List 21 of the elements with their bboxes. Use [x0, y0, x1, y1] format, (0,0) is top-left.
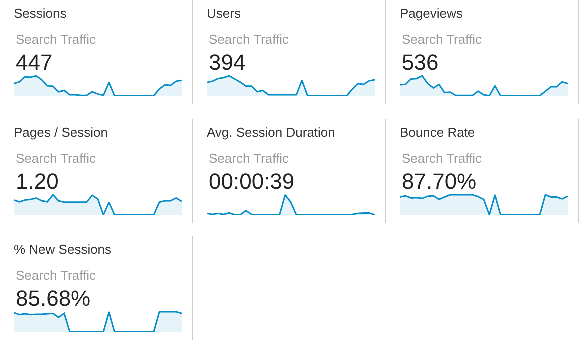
chart-subtitle: Search Traffic [402, 151, 482, 166]
text: 00:00:39 [209, 169, 295, 194]
chart-title: % New Sessions [14, 242, 112, 258]
chart-subtitle: Search Traffic [16, 151, 96, 166]
chart-title: Pages / Session [14, 125, 108, 140]
chart-title: Pageviews [400, 6, 464, 22]
text: 536 [402, 50, 439, 75]
text: 1.20 [16, 169, 59, 194]
text: 85.68% [16, 286, 91, 311]
chart-title: Users [207, 6, 242, 22]
chart-subtitle: Search Traffic [402, 32, 482, 47]
chart-subtitle: Search Traffic [16, 32, 96, 47]
chart-subtitle: Search Traffic [16, 268, 96, 283]
chart-subtitle: Search Traffic [209, 32, 290, 47]
chart-title: Bounce Rate [400, 125, 476, 140]
text: 447 [16, 50, 53, 75]
chart-title: Avg. Session Duration [207, 125, 336, 140]
chart-title: Sessions [14, 6, 68, 22]
text: 87.70% [402, 169, 477, 194]
text: 394 [209, 50, 246, 75]
chart-subtitle: Search Traffic [209, 151, 290, 166]
